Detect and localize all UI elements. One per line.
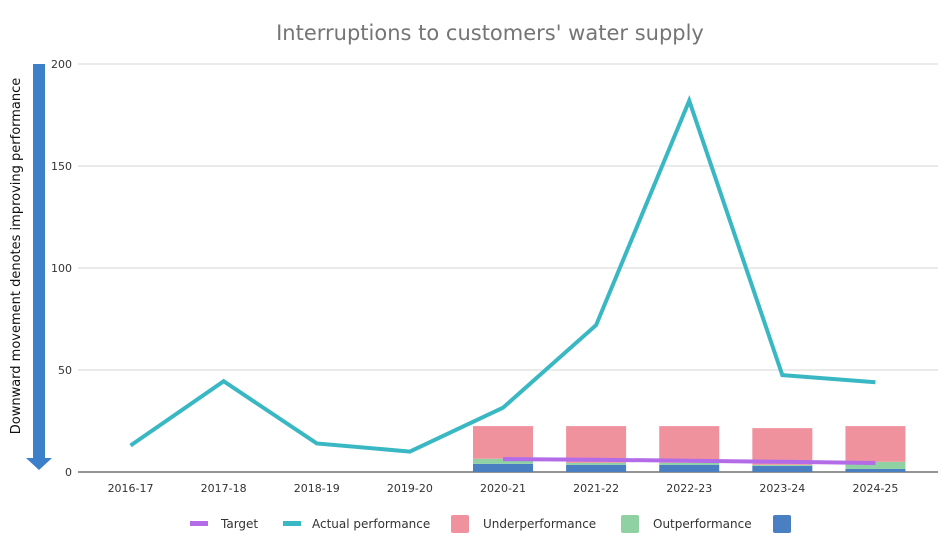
x-tick-label: 2018-19 — [294, 482, 340, 495]
x-tick-label: 2017-18 — [201, 482, 247, 495]
legend-swatch — [621, 515, 639, 533]
bar-segment — [752, 464, 813, 466]
legend: Target Actual performance Underperformance… — [190, 515, 791, 533]
y-tick-label: 0 — [65, 466, 72, 479]
bar-segment — [659, 462, 720, 465]
bar-segment — [752, 428, 813, 465]
bar-segment — [845, 468, 906, 472]
bars — [473, 426, 906, 472]
bar-segment — [566, 462, 627, 465]
bar-segment — [845, 461, 906, 469]
bar-segment — [659, 426, 720, 463]
x-tick-label: 2021-22 — [573, 482, 619, 495]
lines — [129, 95, 876, 466]
legend-label: Underperformance — [483, 517, 596, 531]
actual-performance-line — [129, 95, 876, 454]
chart-title: Interruptions to customers' water supply — [276, 21, 704, 45]
legend-swatch — [773, 515, 791, 533]
y-tick-label: 50 — [58, 364, 72, 377]
legend-label: Target — [220, 517, 258, 531]
y-tick-label: 150 — [51, 160, 72, 173]
bar-segment — [473, 426, 533, 459]
legend-swatch — [283, 521, 301, 526]
bar-segment — [845, 426, 906, 462]
bar-segment — [659, 464, 720, 472]
x-tick-label: 2020-21 — [480, 482, 526, 495]
grid: 0 50 100 150 200 — [51, 58, 938, 479]
bar-segment — [752, 465, 813, 472]
bar-segment — [473, 463, 533, 472]
y-tick-label: 100 — [51, 262, 72, 275]
target-line — [502, 457, 876, 466]
legend-swatch — [451, 515, 469, 533]
y-axis-label: Downward movement denotes improving perf… — [9, 78, 24, 435]
bar-segment — [566, 426, 627, 463]
legend-swatch — [190, 521, 208, 526]
bar-segment — [566, 464, 627, 472]
legend-label: Actual performance — [312, 517, 430, 531]
bar-segment — [473, 458, 533, 464]
x-tick-label: 2022-23 — [666, 482, 712, 495]
x-tick-label: 2024-25 — [852, 482, 898, 495]
x-tick-label: 2019-20 — [387, 482, 433, 495]
downward-arrow-icon — [26, 64, 52, 470]
x-tick-label: 2016-17 — [108, 482, 154, 495]
axes: 2016-17 2017-18 2018-19 2019-20 2020-21 2021-… — [108, 482, 899, 495]
y-tick-label: 200 — [51, 58, 72, 71]
x-tick-label: 2023-24 — [759, 482, 805, 495]
legend-label: Outperformance — [653, 517, 752, 531]
